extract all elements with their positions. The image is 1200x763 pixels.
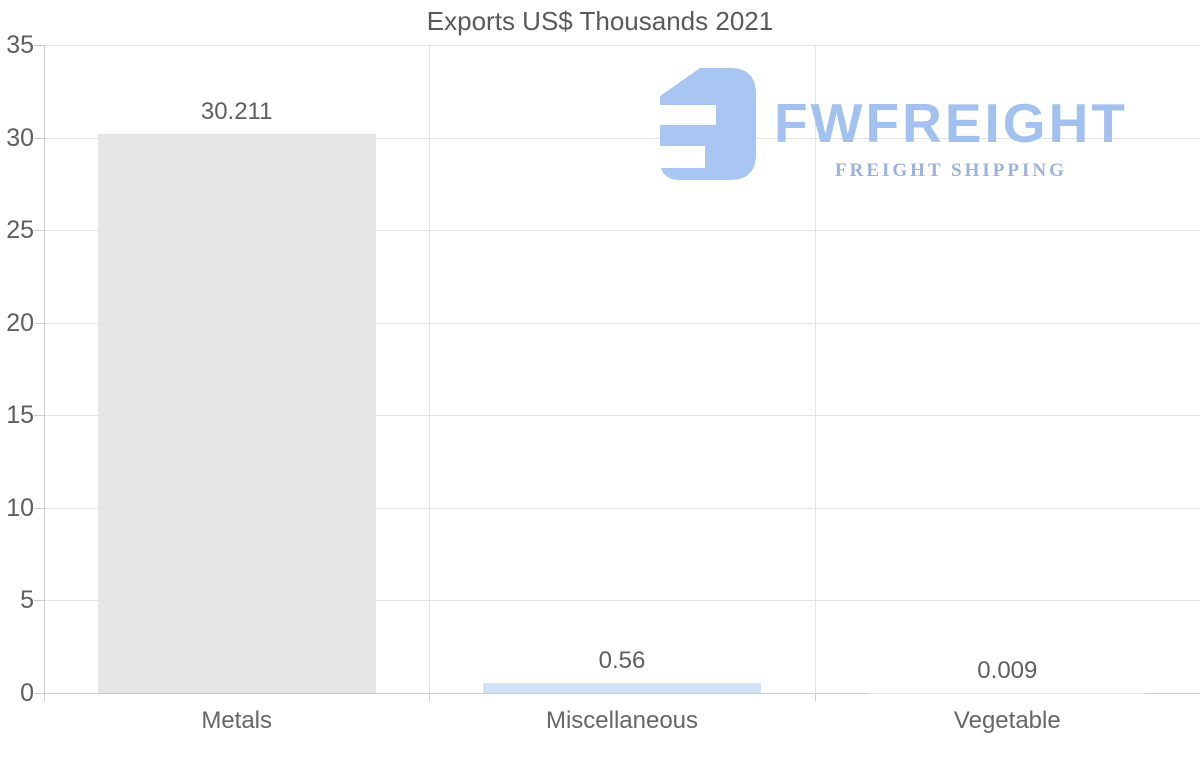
y-axis-tick (34, 600, 44, 602)
gridline-h (44, 415, 1200, 417)
y-axis-tick (34, 415, 44, 417)
y-axis-tick (34, 230, 44, 232)
y-tick-label: 20 (6, 308, 34, 337)
bar-value-label: 0.009 (977, 656, 1038, 684)
category-separator (429, 45, 431, 693)
bar-metals (97, 133, 376, 693)
brand-text-block: FWFREIGHT FREIGHT SHIPPING (774, 96, 1128, 182)
category-label: Vegetable (953, 707, 1061, 734)
brand-name: FWFREIGHT (774, 92, 1128, 154)
brand-tagline: FREIGHT SHIPPING (835, 160, 1067, 181)
y-tick-label: 15 (6, 401, 34, 430)
chart-title: Exports US$ Thousands 2021 (426, 6, 774, 36)
category-separator (814, 45, 816, 693)
bar-value-label: 0.56 (598, 646, 646, 674)
gridline-h (44, 322, 1200, 324)
y-axis-tick (34, 507, 44, 509)
bar-value-label: 30.211 (200, 97, 273, 125)
y-axis-line (44, 45, 45, 701)
y-axis-tick (34, 693, 44, 694)
y-tick-label: 5 (20, 586, 34, 615)
bar-miscellaneous (483, 682, 761, 693)
y-axis-tick (34, 45, 44, 46)
x-axis-tick (429, 693, 431, 701)
gridline-h (44, 600, 1200, 602)
x-axis-tick (814, 693, 816, 701)
y-tick-label: 10 (6, 493, 34, 522)
y-tick-label: 25 (6, 216, 34, 245)
gridline-h (44, 507, 1200, 509)
y-axis-tick (34, 322, 44, 324)
gridline-h (44, 693, 1200, 694)
category-label: Metals (201, 707, 272, 734)
gridline-h (44, 230, 1200, 232)
gridline-h (44, 137, 1200, 139)
y-tick-label: 30 (6, 123, 34, 152)
y-axis-tick (34, 137, 44, 139)
category-label: Miscellaneous (545, 707, 699, 734)
brand-watermark: FWFREIGHT FREIGHT SHIPPING (648, 66, 1128, 182)
fwfreight-logo-icon (660, 68, 756, 180)
y-tick-label: 35 (6, 31, 34, 59)
y-tick-label: 0 (20, 679, 34, 707)
gridline-h (44, 45, 1200, 46)
